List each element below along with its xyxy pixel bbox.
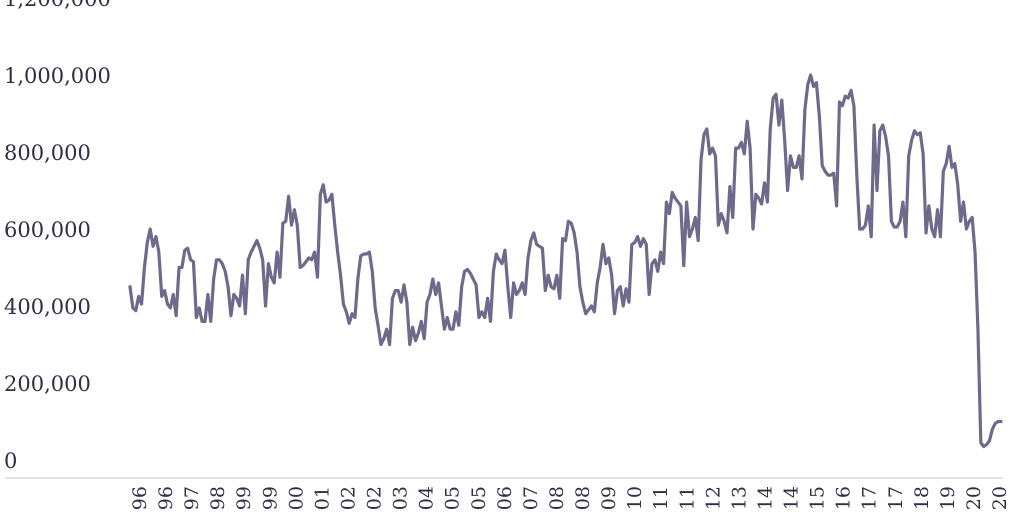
x-tick-label: 00 [285, 486, 307, 510]
x-tick-label: 15 [807, 486, 829, 510]
x-tick-label: 08 [546, 486, 568, 510]
x-tick-label: 96 [155, 486, 177, 510]
x-tick-label: 01 [311, 486, 333, 510]
x-tick-label: 98 [207, 486, 229, 510]
y-tick-label: 600,000 [4, 218, 91, 242]
y-tick-label: 1,000,000 [4, 64, 111, 88]
x-tick-label: 96 [129, 486, 151, 510]
x-tick-label: 02 [364, 486, 386, 510]
x-tick-label: 11 [676, 486, 698, 510]
x-tick-label: 14 [781, 486, 803, 510]
x-tick-label: 05 [442, 486, 464, 510]
y-tick-label: 1,200,000 [4, 0, 111, 11]
x-tick-label: 99 [259, 486, 281, 510]
x-tick-label: 11 [650, 486, 672, 510]
y-axis: 0 200,000 400,000 600,000 800,000 1,000,000 1,… [4, 0, 111, 473]
x-tick-label: 13 [728, 486, 750, 510]
x-tick-label: 14 [754, 486, 776, 510]
x-tick-label: 05 [468, 486, 490, 510]
x-tick-label: 16 [833, 486, 855, 510]
x-tick-label: 17 [859, 486, 881, 510]
y-tick-label: 200,000 [4, 372, 91, 396]
x-tick-label: 12 [702, 486, 724, 510]
x-tick-label: 20 [989, 486, 1011, 510]
x-tick-label: 03 [390, 486, 412, 510]
x-tick-label: 04 [416, 486, 438, 510]
x-tick-label: 09 [598, 486, 620, 510]
x-tick-label: 99 [233, 486, 255, 510]
y-tick-label: 800,000 [4, 141, 91, 165]
x-tick-label: 10 [624, 486, 646, 510]
x-tick-label: 19 [937, 486, 959, 510]
x-tick-label: 07 [520, 486, 542, 510]
x-tick-label: 06 [494, 486, 516, 510]
x-tick-label: 08 [572, 486, 594, 510]
x-axis: 96 96 97 98 99 99 00 01 02 02 03 04 05 05 06 07 08 08 09 10… [129, 486, 1011, 510]
series-line [128, 73, 1003, 449]
x-tick-label: 02 [337, 486, 359, 510]
x-tick-label: 97 [181, 486, 203, 510]
x-tick-label: 18 [911, 486, 933, 510]
y-tick-label: 0 [4, 449, 17, 473]
x-tick-label: 20 [963, 486, 985, 510]
y-tick-label: 400,000 [4, 295, 91, 319]
x-tick-label: 17 [885, 486, 907, 510]
